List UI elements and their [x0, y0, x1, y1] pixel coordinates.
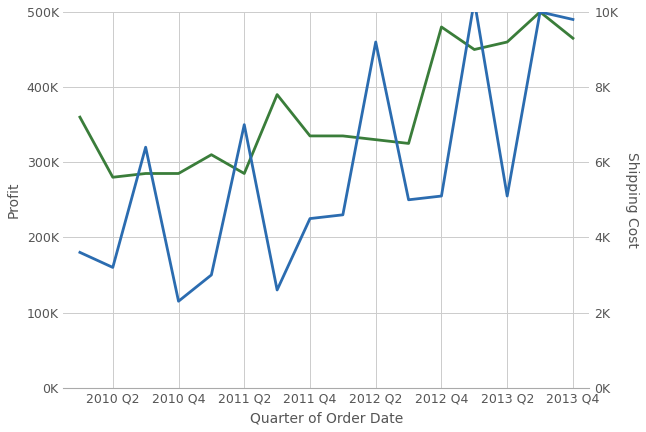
Y-axis label: Profit: Profit: [7, 181, 21, 218]
Y-axis label: Shipping Cost: Shipping Cost: [625, 152, 639, 248]
X-axis label: Quarter of Order Date: Quarter of Order Date: [250, 411, 403, 425]
